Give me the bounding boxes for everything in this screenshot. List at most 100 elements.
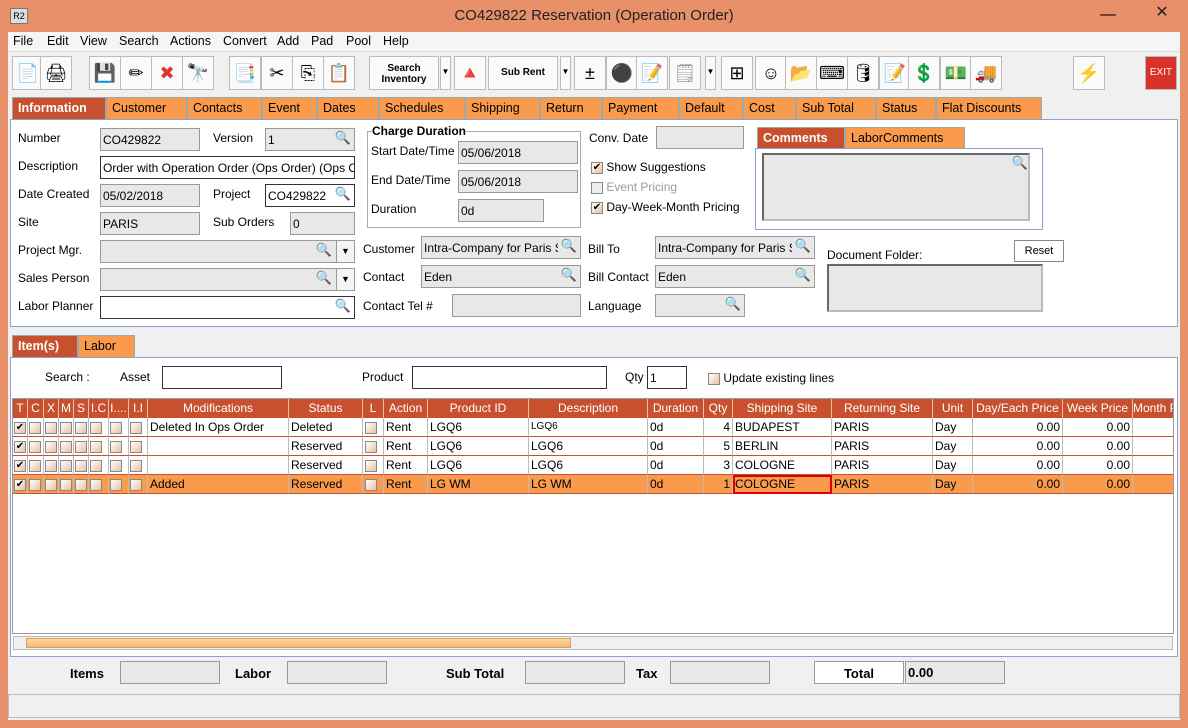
menu-view[interactable]: View bbox=[80, 34, 107, 48]
database-button[interactable]: 🛢 bbox=[847, 56, 879, 90]
save-button[interactable]: 💾 bbox=[89, 56, 121, 90]
project-field[interactable]: CO429822 🔍 bbox=[265, 184, 355, 207]
close-button[interactable]: ✕ bbox=[1155, 4, 1169, 21]
sub-rent-button[interactable]: Sub Rent bbox=[488, 56, 558, 90]
checkbox[interactable] bbox=[29, 421, 41, 434]
checkbox[interactable] bbox=[365, 440, 377, 453]
checkbox[interactable] bbox=[75, 459, 87, 472]
paste-button[interactable]: 📋 bbox=[323, 56, 355, 90]
table-row[interactable]: ✔ Reserved Rent LGQ6 LGQ6 0d 3 COLOGNE PARIS Day 0… bbox=[13, 456, 1173, 475]
search-icon[interactable]: 🔍 bbox=[794, 267, 811, 282]
checkbox[interactable] bbox=[365, 459, 377, 472]
checkbox-cell[interactable] bbox=[109, 437, 129, 456]
checkbox[interactable]: ✔ bbox=[14, 478, 26, 491]
binoculars-button[interactable]: 🔭 bbox=[182, 56, 214, 90]
search-icon[interactable]: 🔍 bbox=[315, 242, 332, 257]
reset-button[interactable]: Reset bbox=[1014, 240, 1064, 262]
conv-date-field[interactable] bbox=[656, 126, 744, 149]
checkbox[interactable]: ✔ bbox=[14, 459, 26, 472]
checkbox-cell[interactable] bbox=[28, 437, 44, 456]
checkbox-cell[interactable]: ✔ bbox=[13, 437, 28, 456]
column-header[interactable]: Modifications bbox=[148, 399, 289, 418]
checkbox[interactable] bbox=[75, 478, 87, 491]
column-header[interactable]: Description bbox=[529, 399, 648, 418]
menu-help[interactable]: Help bbox=[383, 34, 409, 48]
tab-information[interactable]: Information bbox=[12, 97, 106, 119]
delete-x-button[interactable]: ✖ bbox=[151, 56, 183, 90]
checkbox-cell[interactable] bbox=[59, 437, 74, 456]
tab-status[interactable]: Status bbox=[876, 97, 936, 119]
edit-pencil-button[interactable]: ✏ bbox=[120, 56, 152, 90]
checkbox[interactable] bbox=[29, 459, 41, 472]
tab-flat-discounts[interactable]: Flat Discounts bbox=[936, 97, 1042, 119]
tab-comments[interactable]: Comments bbox=[757, 127, 845, 149]
exit-button[interactable]: EXIT bbox=[1145, 56, 1177, 90]
tab-cost[interactable]: Cost bbox=[743, 97, 796, 119]
column-header[interactable]: M bbox=[59, 399, 74, 418]
checkbox-cell[interactable] bbox=[44, 437, 59, 456]
column-header[interactable]: Product ID bbox=[428, 399, 529, 418]
search-inventory-button[interactable]: Search Inventory bbox=[369, 56, 439, 90]
bill-contact-field[interactable]: Eden 🔍 bbox=[655, 265, 815, 288]
add-remove-button[interactable]: ± bbox=[574, 56, 606, 90]
tab-customer[interactable]: Customer bbox=[106, 97, 187, 119]
checkbox[interactable] bbox=[130, 421, 142, 434]
checkbox-cell[interactable] bbox=[129, 475, 148, 494]
menu-pad[interactable]: Pad bbox=[311, 34, 334, 48]
checkbox[interactable] bbox=[60, 421, 72, 434]
cut-button[interactable]: ✂ bbox=[261, 56, 293, 90]
checkbox-cell[interactable]: ✔ bbox=[13, 475, 28, 494]
checkbox[interactable] bbox=[45, 421, 57, 434]
balls-button[interactable]: ⚫ bbox=[606, 56, 638, 90]
checkbox[interactable] bbox=[60, 459, 72, 472]
column-header[interactable]: I.C bbox=[89, 399, 109, 418]
column-header[interactable]: Unit bbox=[933, 399, 973, 418]
checkbox-cell[interactable] bbox=[28, 456, 44, 475]
version-field[interactable]: 1 🔍 bbox=[265, 128, 355, 151]
shapes-button[interactable]: 🔺 bbox=[454, 56, 486, 90]
checkbox[interactable] bbox=[90, 459, 102, 472]
money-note-button[interactable]: 💵 bbox=[940, 56, 972, 90]
qty-input[interactable]: 1 bbox=[647, 366, 687, 389]
column-header[interactable]: L bbox=[363, 399, 384, 418]
end-date-field[interactable]: 05/06/2018 bbox=[458, 170, 578, 193]
column-header[interactable]: C bbox=[28, 399, 44, 418]
checkbox-cell[interactable] bbox=[363, 437, 384, 456]
tab-items[interactable]: Item(s) bbox=[12, 335, 78, 357]
checkbox-cell[interactable]: ✔ bbox=[13, 456, 28, 475]
checkbox[interactable] bbox=[110, 421, 122, 434]
search-icon[interactable]: 🔍 bbox=[794, 238, 811, 253]
language-field[interactable]: 🔍 bbox=[655, 294, 745, 317]
checkbox[interactable] bbox=[110, 478, 122, 491]
checkbox[interactable] bbox=[708, 372, 720, 385]
column-header[interactable]: Duration bbox=[648, 399, 704, 418]
column-header[interactable]: Status bbox=[289, 399, 363, 418]
checkbox-cell[interactable] bbox=[363, 475, 384, 494]
checkbox[interactable] bbox=[110, 459, 122, 472]
checkbox[interactable] bbox=[60, 440, 72, 453]
menu-pool[interactable]: Pool bbox=[346, 34, 372, 48]
sub-rent-dropdown[interactable]: ▼ bbox=[560, 56, 571, 90]
checkbox-cell[interactable] bbox=[89, 418, 109, 437]
checkbox-cell[interactable] bbox=[129, 437, 148, 456]
column-header[interactable]: Week Price bbox=[1063, 399, 1133, 418]
checkbox-cell[interactable] bbox=[109, 475, 129, 494]
notepad-button[interactable]: 📝 bbox=[636, 56, 668, 90]
checkbox[interactable]: ✔ bbox=[14, 440, 26, 453]
checkbox-cell[interactable] bbox=[44, 418, 59, 437]
checkbox-cell[interactable] bbox=[74, 437, 89, 456]
notepad-dropdown[interactable]: ▼ bbox=[705, 56, 716, 90]
checkbox-cell[interactable] bbox=[59, 418, 74, 437]
customer-field[interactable]: Intra-Company for Paris Site🔍 bbox=[421, 236, 581, 259]
column-header[interactable]: Returning Site bbox=[832, 399, 933, 418]
labor-planner-field[interactable]: 🔍 bbox=[100, 296, 355, 319]
start-date-field[interactable]: 05/06/2018 bbox=[458, 141, 578, 164]
tab-dates[interactable]: Dates bbox=[317, 97, 379, 119]
key-button[interactable]: ⌨ bbox=[816, 56, 848, 90]
checkbox[interactable] bbox=[75, 421, 87, 434]
search-icon[interactable]: 🔍 bbox=[315, 270, 332, 285]
checkbox[interactable]: ✔ bbox=[591, 201, 603, 214]
folder-clock-button[interactable]: 📂 bbox=[785, 56, 817, 90]
checkbox[interactable] bbox=[45, 459, 57, 472]
search-icon[interactable]: 🔍 bbox=[724, 296, 741, 311]
